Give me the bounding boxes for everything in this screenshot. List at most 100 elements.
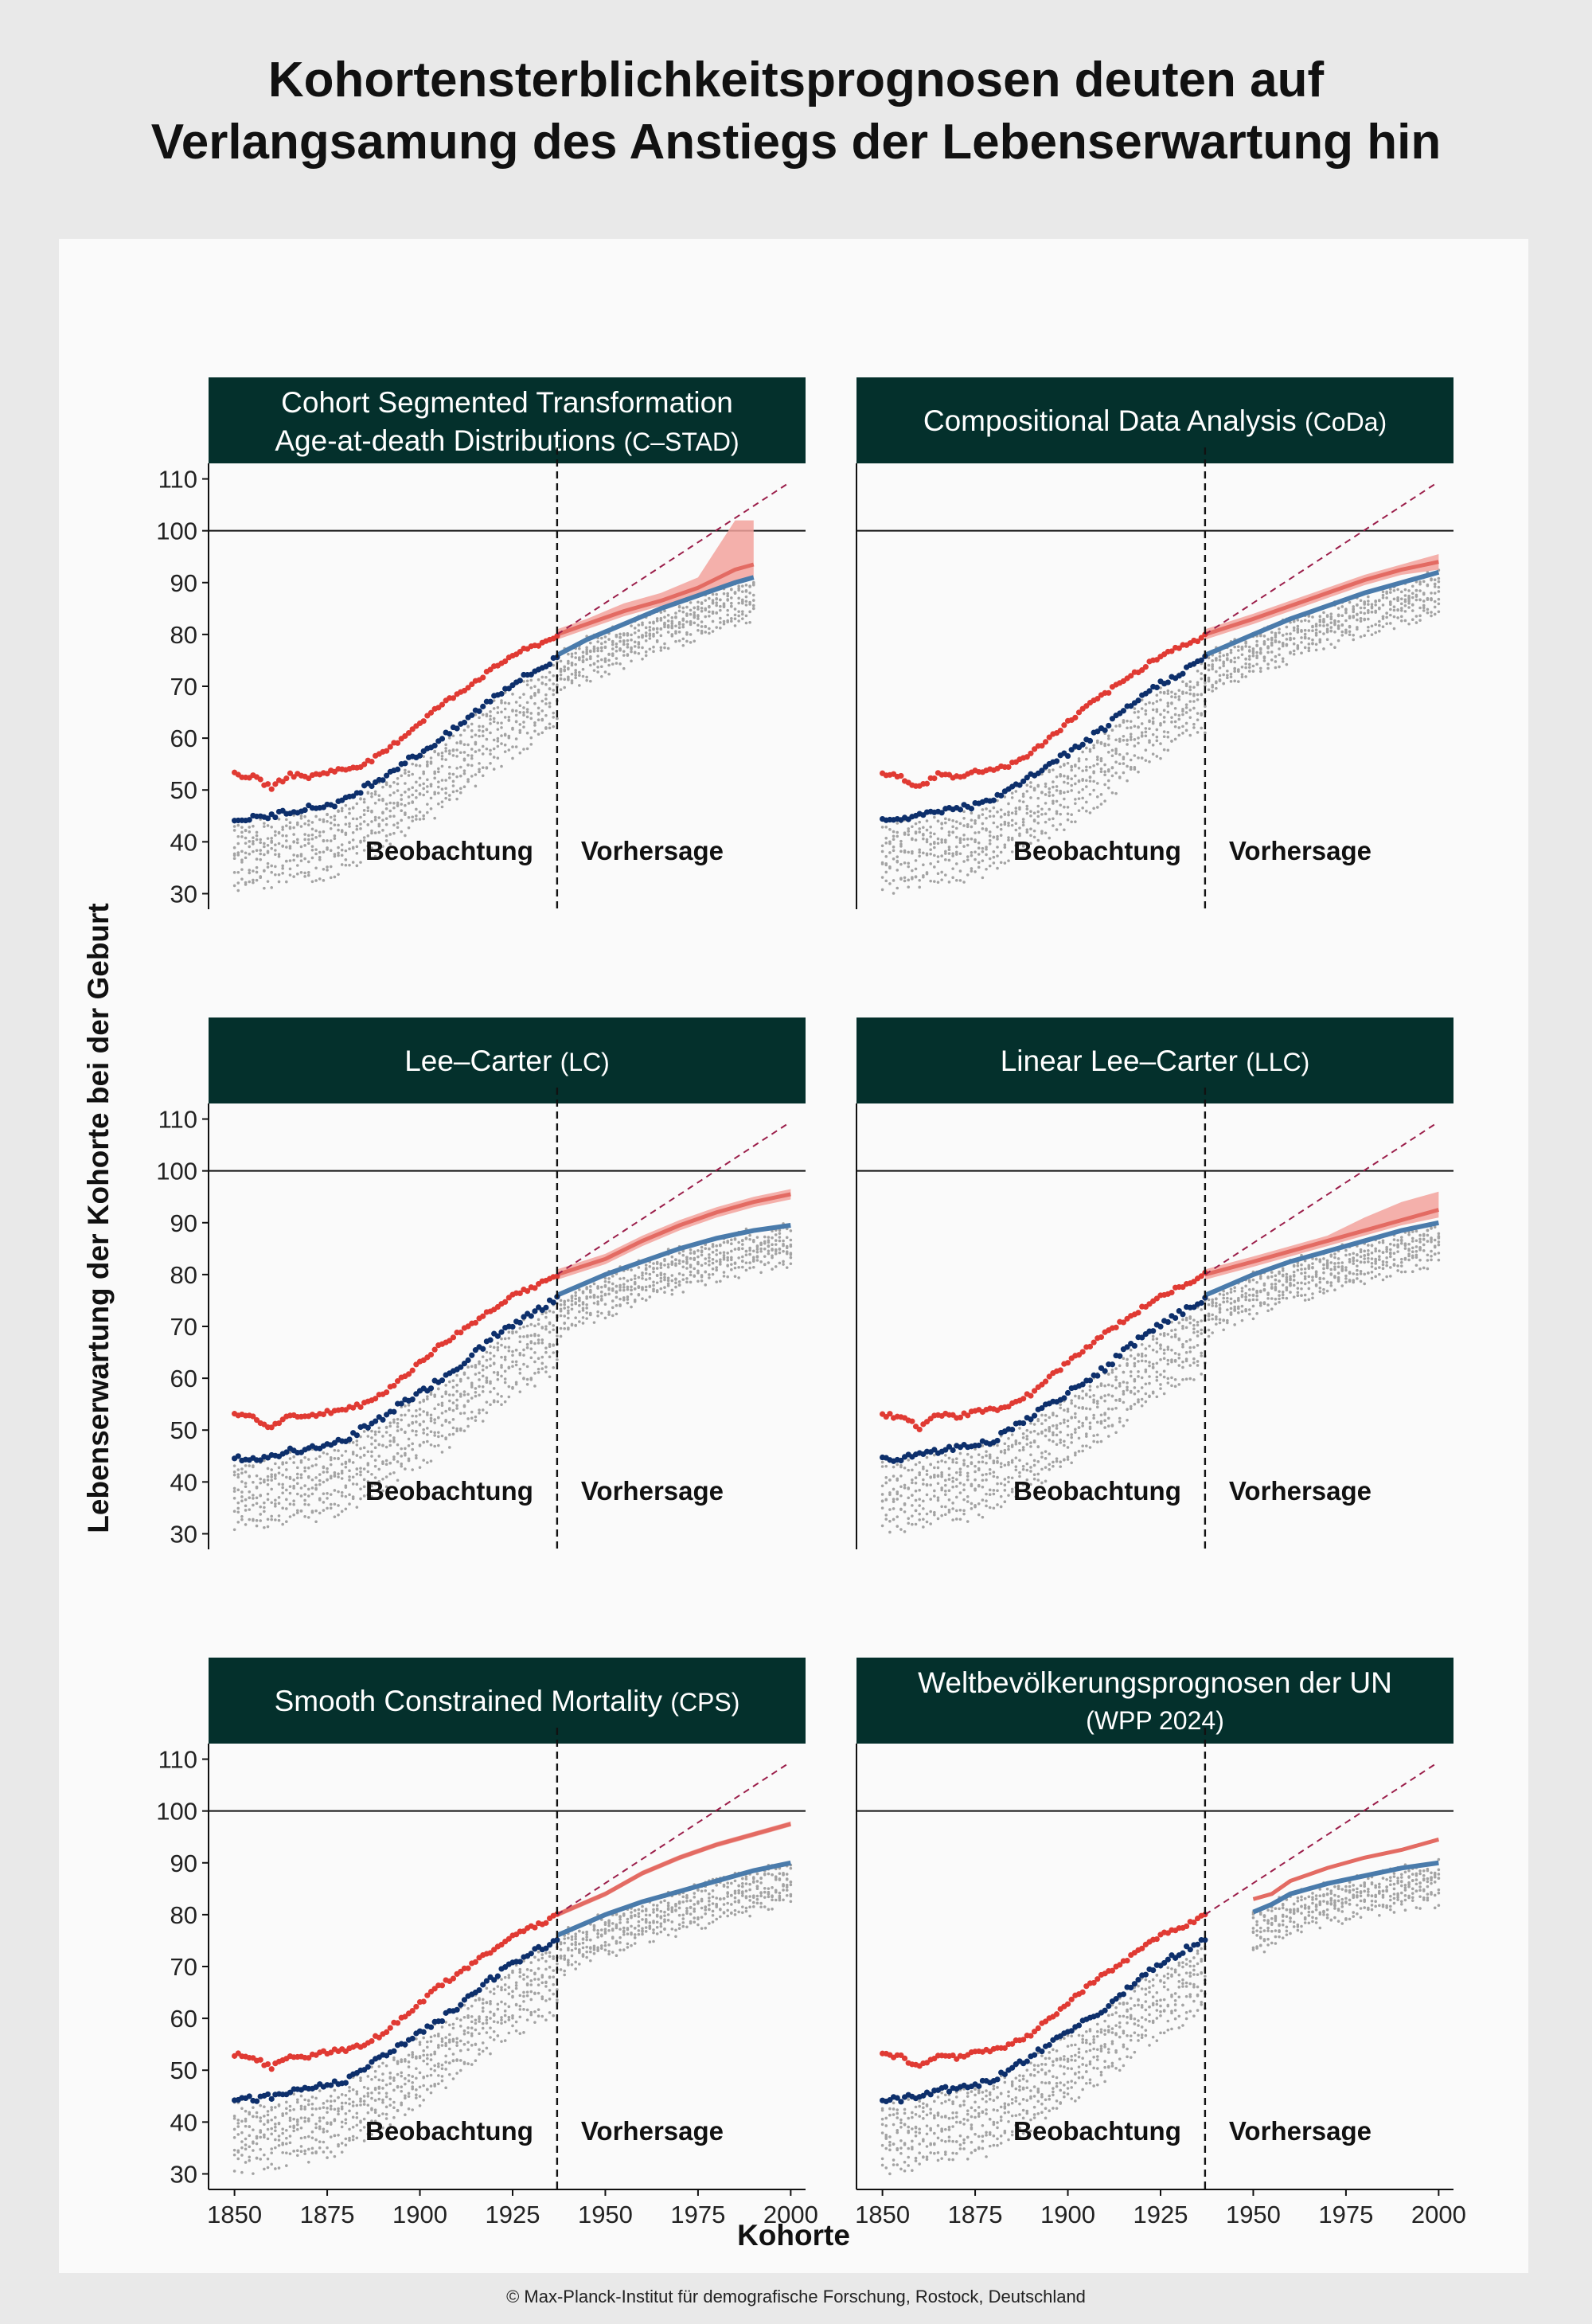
other-country-point — [630, 1305, 633, 1309]
other-country-point — [1204, 681, 1207, 685]
other-country-point — [722, 1256, 726, 1260]
other-country-point — [880, 888, 884, 892]
best-practice-point — [1142, 664, 1149, 670]
other-country-point — [340, 1454, 344, 1457]
other-country-point — [1048, 818, 1052, 821]
other-country-point — [633, 1287, 637, 1291]
other-country-point — [685, 614, 689, 617]
best-practice-point — [1005, 764, 1012, 771]
other-country-point — [1325, 1259, 1329, 1263]
other-country-point — [674, 1278, 677, 1281]
other-country-point — [1292, 1270, 1296, 1274]
other-country-point — [1352, 607, 1356, 611]
other-country-point — [611, 643, 615, 646]
other-country-point — [281, 844, 284, 848]
other-country-point — [340, 853, 344, 857]
other-country-point — [373, 831, 377, 834]
other-country-point — [326, 1452, 329, 1456]
other-country-point — [340, 809, 344, 813]
other-country-point — [704, 1247, 708, 1250]
other-country-point — [999, 1450, 1003, 1454]
other-country-point — [1032, 835, 1036, 839]
other-country-point — [548, 705, 552, 709]
other-country-point — [422, 814, 425, 818]
other-country-point — [929, 1475, 932, 1479]
other-country-point — [1166, 705, 1170, 708]
other-country-point — [266, 861, 270, 865]
other-country-point — [1399, 608, 1403, 612]
other-country-point — [1426, 611, 1430, 615]
other-country-point — [880, 1493, 884, 1496]
other-country-point — [903, 879, 907, 883]
other-country-point — [478, 728, 481, 732]
other-country-point — [1151, 744, 1155, 747]
other-country-point — [455, 1384, 458, 1387]
other-country-point — [259, 857, 263, 861]
other-country-point — [400, 798, 404, 801]
other-country-point — [1010, 836, 1014, 840]
other-country-point — [362, 1446, 366, 1450]
other-country-point — [236, 1473, 240, 1476]
country-point — [346, 1436, 353, 1443]
other-country-point — [1170, 690, 1173, 694]
other-country-point — [637, 646, 641, 649]
other-country-point — [248, 869, 252, 872]
other-country-point — [503, 743, 507, 747]
other-country-point — [1010, 1433, 1014, 1436]
other-country-point — [1422, 606, 1426, 610]
other-country-point — [306, 819, 310, 822]
other-country-point — [1370, 1244, 1374, 1248]
other-country-point — [415, 1409, 418, 1412]
other-country-point — [236, 870, 240, 874]
other-country-point — [755, 1259, 759, 1262]
other-country-point — [940, 826, 943, 830]
other-country-point — [637, 1275, 641, 1279]
other-country-point — [988, 857, 992, 861]
other-country-point — [888, 851, 892, 854]
other-country-point — [1414, 621, 1418, 624]
best-practice-point — [357, 1404, 364, 1410]
other-country-point — [940, 870, 943, 874]
other-country-point — [578, 1320, 581, 1323]
other-country-point — [1074, 820, 1077, 823]
other-country-point — [288, 1457, 292, 1460]
other-country-point — [1166, 1346, 1170, 1349]
other-country-point — [447, 772, 451, 775]
other-country-point — [733, 1238, 737, 1241]
other-country-point — [522, 1377, 525, 1381]
other-country-point — [306, 860, 310, 864]
other-country-point — [659, 1276, 663, 1280]
other-country-point — [533, 1334, 537, 1338]
other-country-point — [559, 677, 563, 681]
other-country-point — [277, 1496, 281, 1499]
other-country-point — [570, 672, 574, 676]
other-country-point — [981, 846, 985, 850]
other-country-point — [700, 609, 704, 613]
other-country-point — [574, 670, 577, 674]
other-country-point — [1103, 773, 1106, 777]
other-country-point — [1333, 619, 1336, 623]
other-country-point — [322, 838, 326, 842]
other-country-point — [1200, 1332, 1204, 1335]
other-country-point — [429, 1392, 433, 1396]
country-point — [469, 1352, 475, 1358]
other-country-point — [396, 804, 400, 807]
other-country-point — [767, 1252, 771, 1256]
other-country-point — [355, 1472, 359, 1476]
other-country-point — [310, 1464, 314, 1468]
other-country-point — [911, 869, 914, 873]
other-country-point — [685, 639, 689, 643]
other-country-point — [1088, 1407, 1092, 1411]
other-country-point — [1289, 1278, 1292, 1282]
other-country-point — [1055, 789, 1059, 792]
other-country-point — [988, 1467, 992, 1471]
other-country-point — [248, 826, 252, 829]
other-country-point — [722, 619, 726, 623]
other-country-point — [644, 634, 648, 638]
best-practice-point — [439, 701, 446, 708]
other-country-point — [1129, 735, 1133, 739]
other-country-point — [1300, 636, 1303, 639]
other-country-point — [1233, 1300, 1236, 1304]
other-country-point — [478, 725, 481, 728]
other-country-point — [711, 1251, 715, 1254]
